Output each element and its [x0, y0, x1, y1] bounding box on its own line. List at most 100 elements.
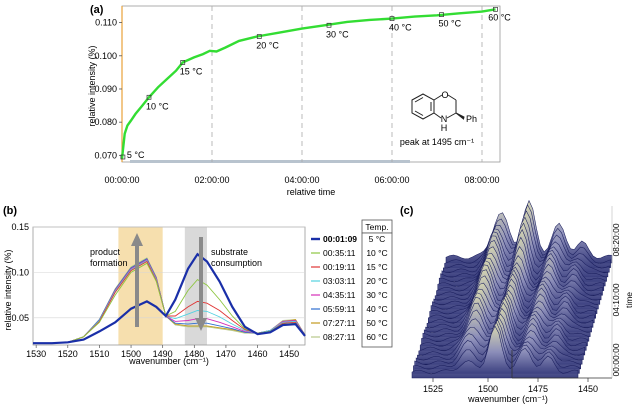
panel-a-temperature-annotations: 5 °C 10 °C 15 °C 20 °C 30 °C 40 °C 50 °C 60 °C: [120, 6, 511, 160]
panel-b-series-7: [33, 257, 306, 344]
legend-time-label: 07:27:11: [323, 318, 356, 328]
panel-a-temp-label: 30 °C: [326, 29, 349, 39]
panel-a-temp-label: 40 °C: [389, 23, 412, 33]
panel-a-y-ticks: 0.070 0.080 0.090 0.100 0.110: [94, 18, 122, 160]
legend-temp-label: 5 °C: [369, 234, 386, 244]
panel-c-x-tick-label: 1450: [578, 384, 598, 394]
panel-a-data-marker: [180, 60, 186, 65]
panel-a-series-line: [120, 8, 496, 159]
panel-b-label: (b): [3, 205, 17, 217]
legend-temp-label: 50 °C: [366, 318, 387, 328]
panel-a-y-tick-label: 0.080: [94, 117, 117, 127]
panel-a-y-axis-label: relative intensity (%): [87, 45, 97, 126]
panel-c-x-ticks: 1525 1500 1475 1450: [423, 378, 598, 394]
panel-b-series-5: [33, 258, 306, 344]
panel-b-series-0: [33, 252, 306, 345]
legend-time-label: 08:27:11: [323, 332, 356, 342]
panel-a-x-tick-label: 02:00:00: [194, 175, 229, 185]
panel-b-series-6: [33, 258, 306, 344]
legend-temp-label: 20 °C: [366, 276, 387, 286]
panel-b-x-tick-label: 1530: [26, 349, 46, 359]
panel-b-x-axis-label: wavenumber (cm⁻¹): [128, 356, 209, 366]
panel-c-x-tick-label: 1500: [478, 384, 498, 394]
panel-a-y-tick-label: 0.090: [94, 84, 117, 94]
panel-c-x-tick-label: 1475: [528, 384, 548, 394]
panel-b-legend: Temp. 00:01:09 5 °C 00:35:11 10 °C 00:19:11 1…: [311, 219, 393, 348]
panel-a-data-marker: [256, 34, 262, 39]
peak-caption: peak at 1495 cm⁻¹: [400, 137, 474, 147]
legend-time-label: 04:35:11: [323, 290, 356, 300]
panel-a-y-tick-label: 0.100: [94, 51, 117, 61]
panel-a-temp-label: 20 °C: [256, 41, 279, 51]
panel-c-label: (c): [400, 205, 414, 217]
panel-b-x-tick-label: 1470: [216, 349, 236, 359]
panel-b-x-ticks: 1530 1520 1510 1500 1490 1480 1470 1460 1450: [26, 345, 299, 359]
panel-a-data-marker: [120, 154, 126, 160]
legend-temp-label: 60 °C: [366, 332, 387, 342]
panel-b-series-2: [33, 260, 306, 344]
panel-b-plot-frame: [32, 226, 306, 346]
panel-a-x-tick-label: 04:00:00: [284, 175, 319, 185]
panel-a-data-marker: [326, 22, 332, 28]
legend-time-label: 05:59:11: [323, 304, 356, 314]
panel-a-y-tick-label: 0.070: [94, 150, 117, 160]
panel-a-x-tick-label: 08:00:00: [464, 175, 499, 185]
panel-b-y-ticks: 0.05 0.10 0.15: [11, 222, 305, 323]
panel-a-x-axis-label: relative time: [287, 187, 336, 197]
panel-c-time-tick-label: 04:10:00: [611, 283, 621, 316]
panel-b-shaded-region-0: [118, 227, 163, 345]
legend-time-label: 00:01:09: [323, 234, 357, 244]
panel-b-x-tick-label: 1510: [89, 349, 109, 359]
panel-b: (b) 0.05 0.10 0.15 1530 1520 1510 1500 1490 148…: [3, 205, 393, 366]
panel-a-temp-label: 50 °C: [439, 19, 462, 29]
panel-a-data-marker: [439, 12, 444, 17]
legend-time-label: 00:19:11: [323, 262, 356, 272]
product-formation-label-line2: formation: [90, 258, 128, 268]
panel-a-x-ticks: 00:00:00 02:00:00 04:00:00 06:00:00 08:00:00: [104, 175, 499, 185]
substrate-down-arrow: [195, 237, 207, 331]
panel-a: (a) 0.070 0.080 0.090 0.100 0.110 00:00:00 02…: [87, 4, 511, 197]
panel-a-temp-label: 15 °C: [180, 66, 203, 76]
legend-temp-label: 10 °C: [366, 248, 387, 258]
molecule-hydrogen: H: [441, 123, 448, 133]
panel-a-temp-label: 10 °C: [146, 101, 169, 111]
panel-a-temp-label: 5 °C: [127, 150, 145, 160]
panel-a-x-tick-label: 00:00:00: [104, 175, 139, 185]
panel-b-x-tick-label: 1500: [121, 349, 141, 359]
legend-time-label: 00:35:11: [323, 248, 356, 258]
substrate-consumption-label-line1: substrate: [211, 247, 248, 257]
panel-b-shaded-region-1: [184, 227, 207, 345]
molecule-nitrogen: N: [441, 114, 448, 124]
panel-a-scrollbar[interactable]: [130, 160, 410, 163]
panel-c: (c) 1525 1500 1475 1450 00:00:00 04:10:00 08:…: [400, 199, 634, 404]
panel-b-x-tick-label: 1480: [184, 349, 204, 359]
legend-temp-label: 15 °C: [366, 262, 387, 272]
panel-a-data-marker: [389, 16, 395, 21]
panel-c-spectrum-ribbon: [411, 325, 579, 379]
panel-b-y-tick-label: 0.05: [11, 313, 29, 323]
panel-a-data-marker: [146, 94, 152, 100]
panel-c-waterfall-surface: [411, 199, 613, 379]
panel-b-series-lines: [33, 252, 306, 345]
panel-b-x-tick-label: 1450: [279, 349, 299, 359]
panel-a-marker-lines: [211, 6, 483, 162]
panel-c-time-tick-label: 00:00:00: [611, 343, 621, 376]
legend-temp-label: 30 °C: [366, 290, 387, 300]
panel-b-y-axis-label: relative intensity (%): [3, 249, 13, 330]
panel-b-x-tick-label: 1490: [153, 349, 173, 359]
panel-a-y-tick-label: 0.110: [95, 18, 117, 28]
legend-header-temp: Temp.: [365, 222, 388, 232]
panel-a-label: (a): [90, 4, 104, 16]
legend-temp-label: 40 °C: [366, 304, 387, 314]
panel-b-series-3: [33, 259, 306, 344]
panel-c-time-axis-label: time: [624, 292, 634, 308]
molecule-phenyl: Ph: [466, 114, 477, 124]
panel-a-temp-label: 60 °C: [488, 12, 511, 22]
substrate-consumption-label-line2: consumption: [211, 258, 262, 268]
panel-b-y-tick-label: 0.10: [11, 267, 29, 277]
panel-c-x-axis-label: wavenumber (cm⁻¹): [467, 394, 548, 404]
panel-b-series-1: [33, 262, 306, 344]
molecule-oxygen: O: [441, 90, 448, 100]
panel-a-x-tick-label: 06:00:00: [374, 175, 409, 185]
panel-c-time-ticks: 00:00:00 04:10:00 08:20:00: [611, 223, 621, 376]
